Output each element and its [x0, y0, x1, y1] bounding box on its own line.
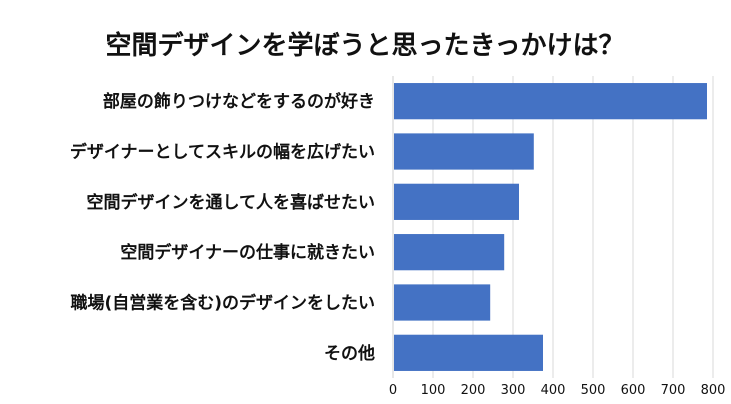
bar	[394, 183, 519, 220]
x-tick-label: 200	[461, 383, 486, 398]
x-tick-label: 500	[581, 383, 606, 398]
bars	[394, 83, 707, 371]
bar	[394, 83, 707, 120]
category-label: その他	[324, 343, 375, 364]
category-label: 部屋の飾りつけなどをするのが好き	[103, 91, 375, 112]
bar	[394, 284, 491, 321]
bar	[394, 133, 534, 170]
bar	[394, 334, 543, 371]
bar	[394, 234, 505, 271]
category-label: 空間デザイナーの仕事に就きたい	[120, 242, 375, 263]
x-tick-label: 700	[661, 383, 686, 398]
category-labels: 部屋の飾りつけなどをするのが好きデザイナーとしてスキルの幅を広げたい空間デザイン…	[70, 91, 375, 364]
category-label: 空間デザインを通して人を喜ばせたい	[87, 192, 376, 213]
x-tick-label: 400	[541, 383, 566, 398]
x-tick-label: 600	[621, 383, 646, 398]
category-label: デザイナーとしてスキルの幅を広げたい	[70, 142, 375, 163]
x-tick-label: 0	[389, 383, 397, 398]
x-tick-label: 800	[701, 383, 726, 398]
x-tick-label: 300	[501, 383, 526, 398]
category-label: 職場(自営業を含む)のデザインをしたい	[70, 293, 375, 314]
gridlines	[392, 76, 714, 378]
x-tick-label: 100	[421, 383, 446, 398]
x-axis-tick-labels: 0 100 200 300 400 500 600 700 800	[389, 383, 726, 398]
chart-title: 空間デザインを学ぼうと思ったきっかけは？	[106, 30, 625, 61]
